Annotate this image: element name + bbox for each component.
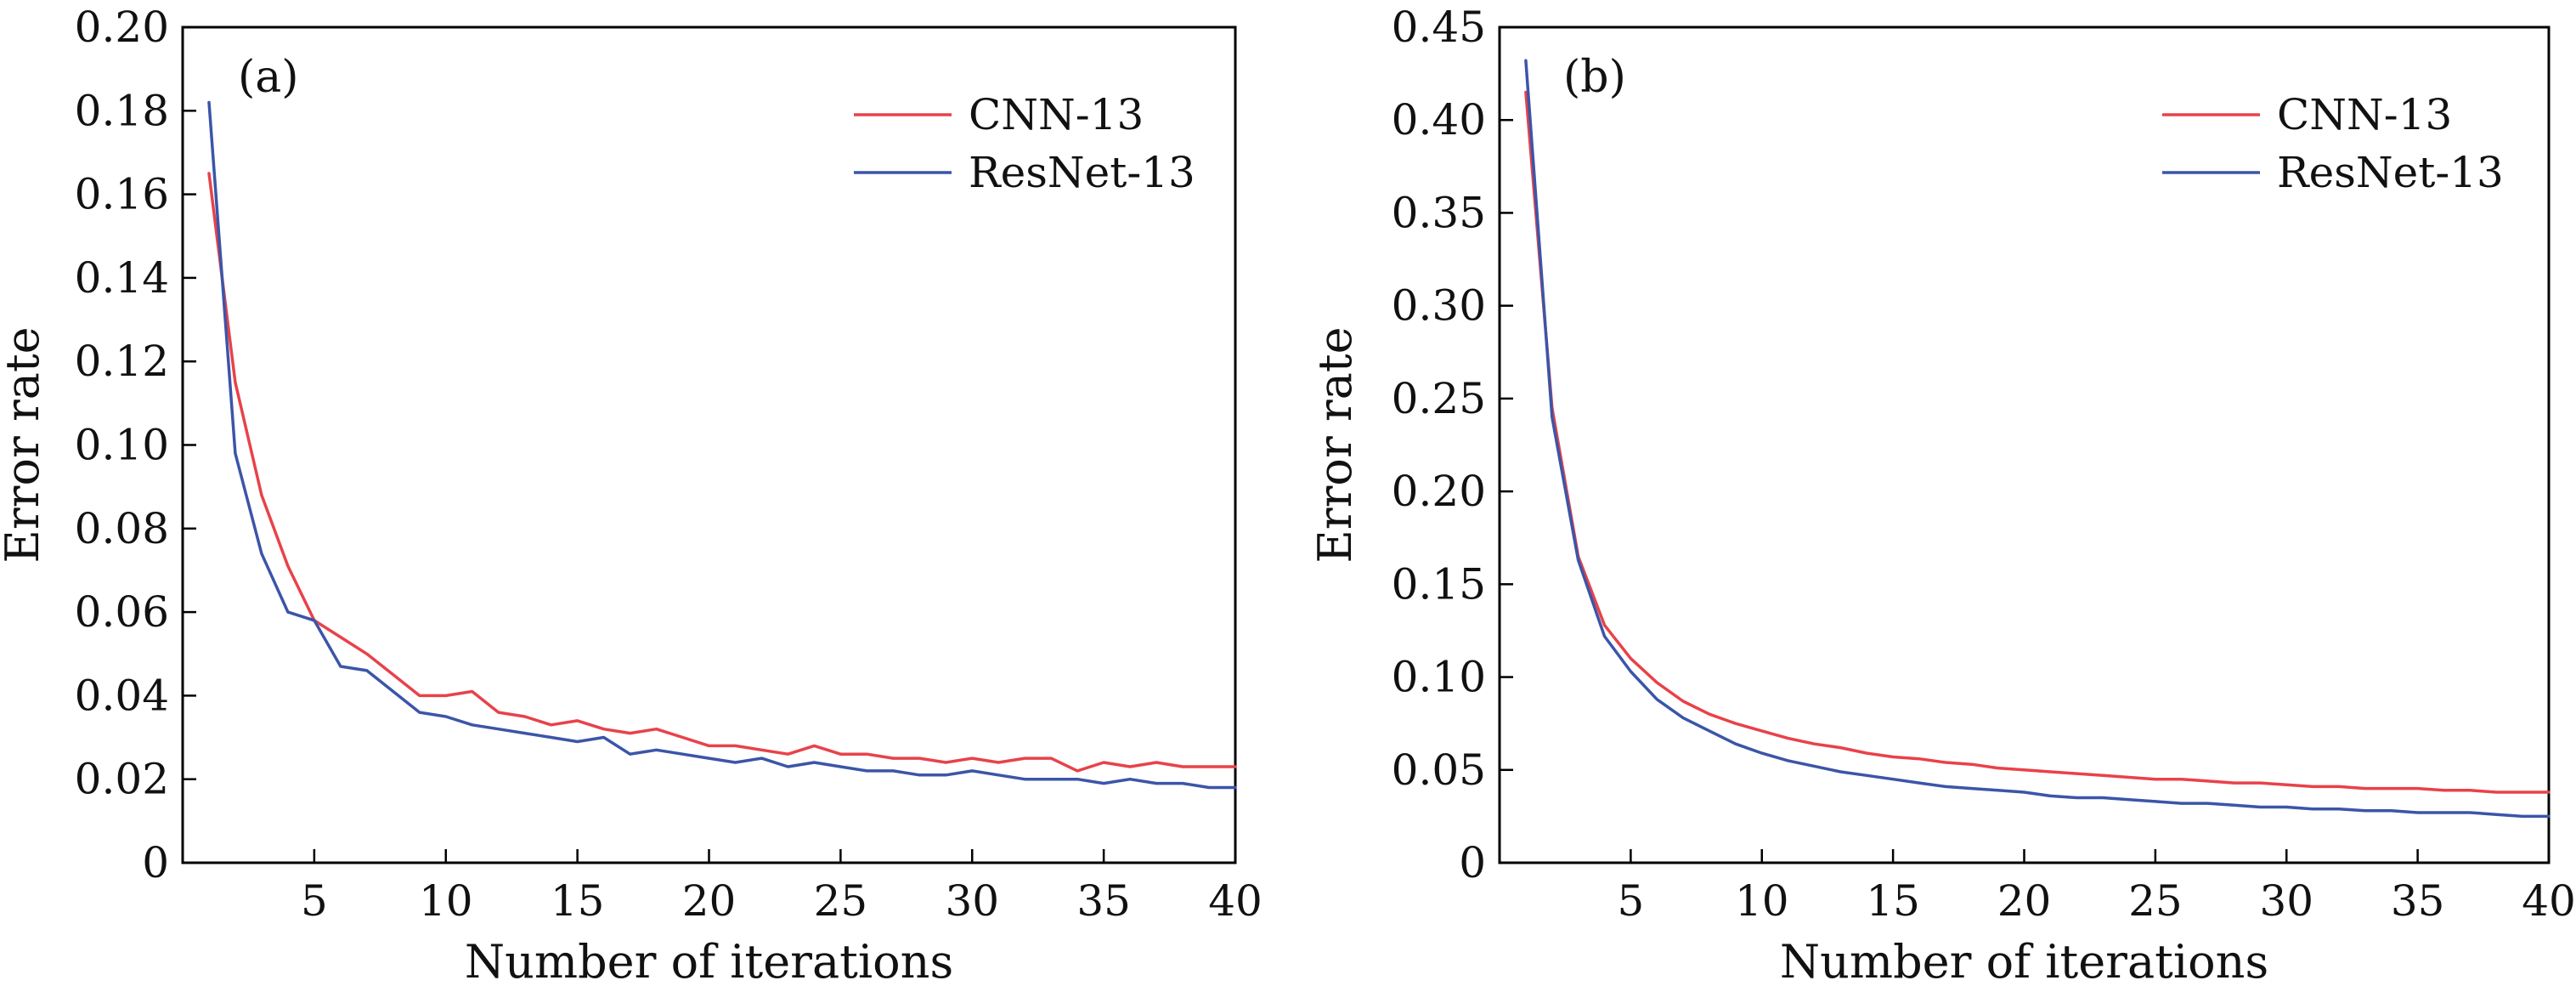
x-axis-title: Number of iterations — [465, 935, 953, 986]
y-tick-label: 0.12 — [75, 337, 169, 386]
x-tick-label: 10 — [419, 876, 473, 926]
legend-label-resnet-13: ResNet-13 — [2277, 148, 2504, 197]
legend-label-resnet-13: ResNet-13 — [969, 148, 1195, 197]
x-axis-title: Number of iterations — [1780, 935, 2268, 986]
y-tick-label: 0.06 — [75, 587, 169, 637]
series-line-resnet-13 — [1524, 59, 2551, 819]
legend-label-cnn-13: CNN-13 — [2277, 90, 2452, 139]
x-tick-label: 10 — [1735, 876, 1789, 926]
x-tick-label: 5 — [301, 876, 328, 926]
x-tick-label: 35 — [1076, 876, 1131, 926]
x-tick-label: 30 — [2259, 876, 2313, 926]
x-tick-label: 5 — [1617, 876, 1644, 926]
y-tick-label: 0.45 — [1392, 3, 1486, 52]
x-tick-label: 35 — [2391, 876, 2445, 926]
x-tick-label: 40 — [1208, 876, 1263, 926]
y-tick-label: 0.15 — [1392, 559, 1486, 609]
chart-panel-a: 5 10 15 20 25 30 35 40 0 0.02 0.04 0.06 0.08 0.10 0.12… — [0, 3, 1263, 986]
series-line-cnn-13 — [207, 172, 1237, 773]
x-tick-label: 20 — [1997, 876, 2052, 926]
y-tick-label: 0.35 — [1392, 188, 1486, 237]
y-tick-label: 0.25 — [1392, 374, 1486, 423]
y-tick-label: 0.10 — [75, 421, 169, 470]
series-line-resnet-13 — [207, 100, 1237, 790]
x-tick-label: 15 — [1866, 876, 1920, 926]
y-tick-label: 0.08 — [75, 504, 169, 553]
y-tick-label: 0.14 — [75, 253, 169, 303]
y-tick-label: 0.16 — [75, 170, 169, 219]
x-tick-label: 25 — [2128, 876, 2183, 926]
y-tick-label: 0.10 — [1392, 653, 1486, 702]
y-tick-label: 0.05 — [1392, 745, 1486, 795]
series-line-cnn-13 — [1524, 90, 2551, 794]
y-tick-label: 0.02 — [75, 755, 169, 804]
y-tick-label: 0.40 — [1392, 95, 1486, 144]
chart-panel-b: 5 10 15 20 25 30 35 40 0 0.05 0.10 0.15 0.20 0.25 0.30… — [1308, 3, 2576, 986]
y-axis-title: Error rate — [1308, 326, 1362, 563]
x-tick-label: 25 — [814, 876, 868, 926]
x-tick-label: 15 — [551, 876, 605, 926]
x-tick-label: 20 — [682, 876, 737, 926]
x-tick-label: 40 — [2522, 876, 2576, 926]
y-tick-label: 0 — [142, 838, 169, 887]
y-tick-label: 0.30 — [1392, 281, 1486, 331]
x-tick-label: 30 — [945, 876, 999, 926]
legend-label-cnn-13: CNN-13 — [969, 90, 1144, 139]
y-tick-label: 0 — [1459, 838, 1486, 887]
panel-label: (a) — [238, 52, 299, 103]
y-tick-label: 0.04 — [75, 671, 169, 720]
panel-label: (b) — [1563, 52, 1626, 103]
y-axis-title: Error rate — [0, 326, 49, 563]
y-tick-label: 0.20 — [1392, 467, 1486, 516]
y-tick-label: 0.18 — [75, 86, 169, 135]
y-tick-label: 0.20 — [75, 3, 169, 52]
